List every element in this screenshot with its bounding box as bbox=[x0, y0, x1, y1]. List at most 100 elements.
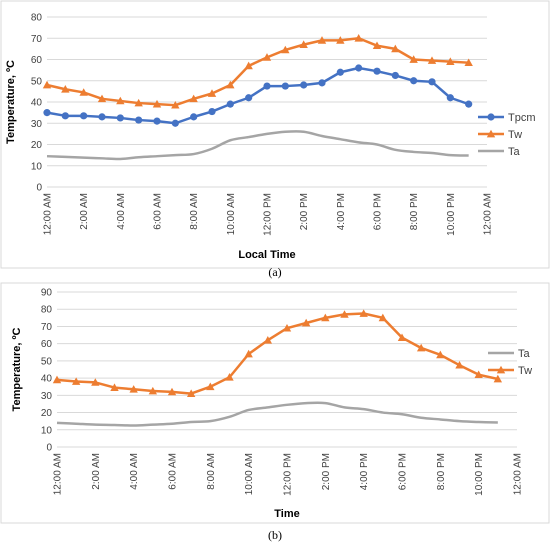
x-tick-label: 12:00 AM bbox=[53, 453, 64, 495]
data-point-tw bbox=[378, 313, 388, 322]
data-point-tpcm bbox=[116, 114, 124, 122]
data-point-tpcm bbox=[226, 100, 234, 108]
y-tick-label: 70 bbox=[31, 34, 43, 45]
caption-b: (b) bbox=[268, 528, 282, 542]
x-tick-label: 4:00 AM bbox=[116, 193, 127, 230]
y-tick-label: 20 bbox=[31, 140, 43, 151]
x-tick-label: 12:00 AM bbox=[483, 193, 494, 235]
data-point-tw bbox=[116, 96, 125, 105]
data-point-tw bbox=[317, 36, 327, 44]
data-point-tw bbox=[474, 370, 483, 379]
data-point-tpcm bbox=[245, 94, 253, 102]
data-point-tw bbox=[244, 61, 253, 70]
data-point-tpcm bbox=[263, 82, 271, 90]
data-point-tpcm bbox=[61, 112, 69, 120]
x-tick-label: 2:00 AM bbox=[91, 453, 102, 490]
data-point-tw bbox=[446, 57, 455, 65]
data-point-tpcm bbox=[281, 82, 289, 90]
data-point-tpcm bbox=[208, 107, 216, 116]
y-tick-label: 50 bbox=[41, 356, 53, 367]
data-point-tw bbox=[354, 34, 363, 42]
y-tick-label: 0 bbox=[46, 443, 52, 454]
x-tick-label: 4:00 PM bbox=[336, 193, 347, 230]
x-tick-label: 12:00 PM bbox=[283, 453, 294, 496]
data-point-tw bbox=[225, 373, 234, 381]
data-point-tw bbox=[61, 85, 70, 93]
data-point-tw bbox=[359, 309, 368, 317]
data-point-tpcm bbox=[318, 79, 326, 87]
data-point-tw bbox=[186, 389, 196, 397]
y-tick-label: 90 bbox=[41, 288, 53, 299]
data-point-tpcm bbox=[391, 71, 399, 80]
x-tick-label: 4:00 AM bbox=[129, 453, 140, 490]
caption-a: (a) bbox=[268, 265, 281, 279]
data-point-tpcm bbox=[98, 113, 106, 121]
data-point-tpcm bbox=[153, 117, 161, 125]
panel-b-frame bbox=[0, 282, 550, 524]
data-point-tw bbox=[321, 313, 330, 322]
data-point-tw bbox=[464, 58, 473, 67]
data-point-tpcm bbox=[465, 100, 473, 108]
x-tick-label: 12:00 PM bbox=[263, 193, 274, 236]
x-tick-label: 8:00 PM bbox=[436, 453, 447, 490]
data-point-tw bbox=[134, 98, 143, 107]
x-tick-label: 10:00 AM bbox=[244, 453, 255, 495]
data-point-tpcm bbox=[373, 67, 381, 75]
x-tick-label: 6:00 PM bbox=[373, 193, 384, 230]
data-point-tw bbox=[455, 360, 464, 369]
data-point-tw bbox=[71, 377, 81, 385]
data-point-tw bbox=[416, 343, 426, 352]
x-tick-label: 10:00 AM bbox=[226, 193, 237, 235]
x-tick-label: 4:00 PM bbox=[359, 453, 370, 490]
x-tick-label: 12:00 AM bbox=[43, 193, 54, 235]
data-point-tpcm bbox=[300, 81, 308, 89]
data-point-tw bbox=[409, 55, 418, 63]
data-point-tpcm bbox=[355, 64, 363, 72]
data-point-tpcm bbox=[446, 94, 454, 102]
data-point-tw bbox=[152, 99, 162, 108]
y-tick-label: 60 bbox=[31, 55, 43, 66]
y-tick-label: 0 bbox=[36, 183, 42, 194]
y-tick-label: 50 bbox=[31, 76, 43, 87]
data-point-tpcm bbox=[428, 78, 436, 86]
y-tick-label: 80 bbox=[31, 13, 43, 24]
data-point-tw bbox=[148, 386, 158, 395]
data-point-tpcm bbox=[410, 77, 418, 85]
data-point-tw bbox=[97, 94, 107, 103]
series-line-tw bbox=[56, 312, 499, 395]
legend-marker bbox=[487, 113, 495, 121]
data-point-tw bbox=[206, 382, 215, 391]
legend-label: Ta bbox=[508, 146, 521, 158]
x-tick-label: 6:00 AM bbox=[168, 453, 179, 490]
y-tick-label: 40 bbox=[41, 374, 53, 385]
y-tick-label: 80 bbox=[41, 305, 53, 316]
data-point-tw bbox=[397, 333, 407, 341]
y-axis-title: Temperature, ºC bbox=[11, 328, 23, 412]
y-tick-label: 70 bbox=[41, 322, 53, 333]
y-tick-label: 10 bbox=[31, 161, 43, 172]
data-point-tw bbox=[262, 53, 272, 61]
data-point-tw bbox=[110, 383, 119, 391]
x-axis-title: Time bbox=[274, 508, 299, 520]
data-point-tw bbox=[42, 80, 52, 89]
data-point-tw bbox=[244, 349, 253, 358]
data-point-tw bbox=[189, 94, 198, 103]
y-tick-label: 40 bbox=[31, 98, 43, 109]
x-tick-label: 10:00 PM bbox=[446, 193, 457, 236]
legend-marker bbox=[496, 365, 506, 374]
legend-marker bbox=[486, 129, 496, 138]
y-tick-label: 60 bbox=[41, 339, 53, 350]
series-line-ta bbox=[56, 401, 498, 427]
y-tick-label: 20 bbox=[41, 408, 53, 419]
chart-panel-b: 0 10 20 30 40 50 60 70 80 90 12:00 AM 2:00 AM 4:00 A… bbox=[11, 288, 532, 521]
data-point-tw bbox=[281, 45, 290, 54]
series-line-ta bbox=[46, 130, 469, 161]
panel-a-frame bbox=[0, 0, 550, 269]
data-point-tw bbox=[301, 318, 311, 327]
data-point-tpcm bbox=[43, 109, 51, 117]
data-point-tw bbox=[340, 310, 349, 318]
data-point-tw bbox=[493, 374, 503, 383]
data-point-tw bbox=[167, 387, 177, 396]
data-point-tw bbox=[299, 40, 308, 48]
chart-panel-a: 0 10 20 30 40 50 60 70 80 12:00 AM 2:00 AM 4:00 AM 6… bbox=[5, 13, 536, 262]
